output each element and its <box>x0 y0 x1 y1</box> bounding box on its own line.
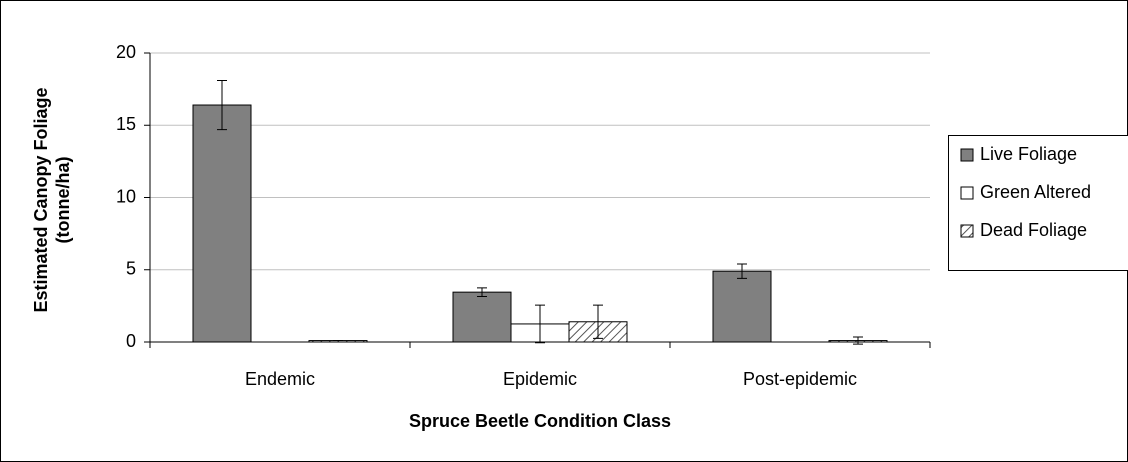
y-tick-label: 10 <box>116 186 136 206</box>
x-tick-label: Endemic <box>245 369 315 389</box>
legend-swatch <box>960 224 974 238</box>
y-axis-title: (tonne/ha) <box>53 157 73 244</box>
bar <box>452 291 512 343</box>
legend-swatch <box>960 148 974 162</box>
error-bar <box>535 304 545 344</box>
legend-swatch <box>960 186 974 200</box>
error-bar <box>217 79 227 131</box>
y-tick-label: 0 <box>126 331 136 351</box>
x-tick-label: Epidemic <box>503 369 577 389</box>
error-bar <box>853 336 863 345</box>
y-tick-label: 5 <box>126 259 136 279</box>
x-tick-label: Post-epidemic <box>743 369 857 389</box>
error-bar <box>737 263 747 279</box>
y-axis-title: Estimated Canopy Foliage <box>31 87 51 312</box>
y-tick-label: 15 <box>116 114 136 134</box>
bar <box>712 270 772 343</box>
bar <box>192 104 252 343</box>
error-bar <box>477 287 487 297</box>
y-tick-label: 20 <box>116 42 136 62</box>
legend-label: Dead Foliage <box>980 220 1087 240</box>
error-bar <box>593 304 603 339</box>
x-axis-title: Spruce Beetle Condition Class <box>409 411 671 431</box>
legend-label: Live Foliage <box>980 144 1077 164</box>
legend-label: Green Altered <box>980 182 1091 202</box>
legend-box <box>948 135 1128 271</box>
